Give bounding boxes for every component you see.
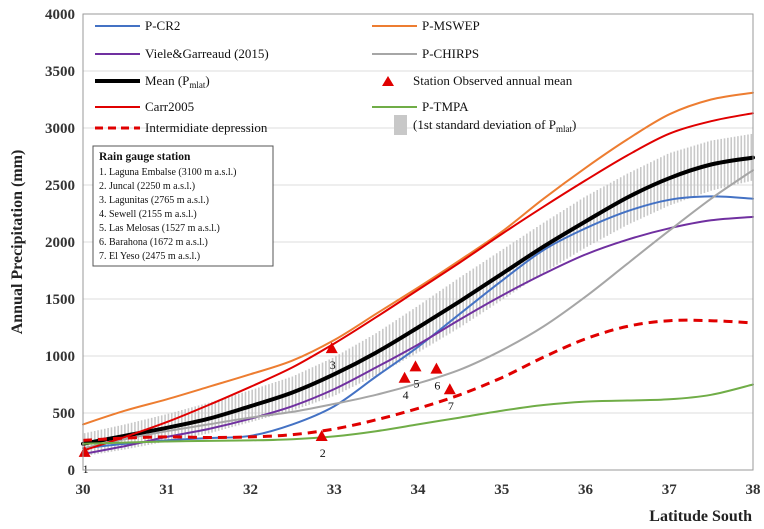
station-label-2: 2 — [320, 446, 326, 460]
y-tick-label: 2000 — [45, 235, 75, 251]
y-tick-label: 500 — [53, 406, 76, 422]
station-label-1: 1 — [83, 462, 89, 476]
legend-label-p-cr2: P-CR2 — [145, 18, 180, 33]
legend-label-carr2005: Carr2005 — [145, 99, 194, 114]
series-line-carr2005 — [82, 112, 754, 452]
y-tick-label: 0 — [68, 463, 76, 479]
rain-gauge-item: 4. Sewell (2155 m a.s.l.) — [99, 209, 197, 220]
legend-label-std-band: (1st standard deviation of Pmlat) — [413, 117, 576, 134]
x-tick-label: 30 — [76, 482, 91, 498]
series-line-viele-garreaud-2015 — [82, 215, 754, 455]
legend-label-mean: Mean (Pmlat) — [145, 73, 210, 90]
rain-gauge-box-title: Rain gauge station — [99, 151, 191, 163]
x-tick-label: 35 — [494, 482, 509, 498]
legend-label-station: Station Observed annual mean — [413, 73, 573, 88]
y-tick-label: 2500 — [45, 178, 75, 194]
legend: P-CR2 Viele&Garreaud (2015) Mean (Pmlat)… — [95, 18, 576, 135]
legend-label-p-chirps: P-CHIRPS — [422, 46, 479, 61]
series-line-p-tmpa — [82, 383, 754, 445]
rain-gauge-item: 3. Lagunitas (2765 m a.s.l.) — [99, 195, 209, 206]
rain-gauge-box: Rain gauge station 1. Laguna Embalse (31… — [92, 145, 274, 267]
station-label-4: 4 — [403, 388, 409, 402]
series-line-p-mswep — [82, 91, 754, 426]
y-tick-label: 1000 — [45, 349, 75, 365]
series-line-mean — [81, 155, 755, 446]
rain-gauge-item: 7. El Yeso (2475 m a.s.l.) — [99, 251, 200, 262]
station-marker-2 — [315, 429, 328, 441]
y-tick-label: 1500 — [45, 292, 75, 308]
rain-gauge-item: 2. Juncal (2250 m a.s.l.) — [99, 181, 195, 192]
x-tick-label: 33 — [327, 482, 342, 498]
series-line-intermidiate-depression — [82, 318, 754, 442]
x-tick-label: 37 — [662, 482, 678, 498]
station-marker-4 — [398, 371, 411, 383]
legend-swatch-std-band — [394, 115, 407, 135]
y-tick-label: 3500 — [45, 64, 75, 80]
station-marker-3 — [325, 342, 338, 354]
x-tick-label: 36 — [578, 482, 594, 498]
series-line-p-chirps — [82, 169, 754, 450]
plot-frame — [82, 13, 754, 471]
station-label-5: 5 — [413, 376, 419, 390]
x-tick-label: 38 — [746, 482, 761, 498]
station-marker-5 — [409, 360, 422, 372]
y-tick-label: 3000 — [45, 121, 75, 137]
legend-label-p-mswep: P-MSWEP — [422, 18, 480, 33]
rain-gauge-item: 1. Laguna Embalse (3100 m a.s.l.) — [99, 167, 236, 178]
station-label-6: 6 — [434, 379, 440, 393]
rain-gauge-box-frame — [92, 145, 274, 267]
station-label-7: 7 — [448, 399, 454, 413]
rain-gauge-item: 6. Barahona (1672 m a.s.l.) — [99, 237, 208, 248]
station-marker-7 — [443, 383, 456, 395]
y-axis-title: Annual Precipitation (mm) — [9, 150, 26, 335]
x-tick-label: 32 — [243, 482, 258, 498]
station-label-3: 3 — [330, 358, 336, 372]
station-marker-6 — [430, 362, 443, 374]
legend-swatch-station — [382, 76, 394, 86]
x-tick-label: 31 — [159, 482, 174, 498]
legend-label-intermediate: Intermidiate depression — [145, 120, 268, 135]
x-axis-title: Latitude South — [649, 508, 752, 525]
x-tick-label: 34 — [411, 482, 427, 498]
rain-gauge-item: 5. Las Melosas (1527 m a.s.l.) — [99, 223, 220, 234]
station-marker-1 — [78, 445, 91, 457]
legend-label-p-tmpa: P-TMPA — [422, 99, 469, 114]
legend-label-viele-garreaud: Viele&Garreaud (2015) — [145, 46, 269, 61]
y-tick-label: 4000 — [45, 7, 75, 23]
series-lines — [81, 91, 755, 455]
